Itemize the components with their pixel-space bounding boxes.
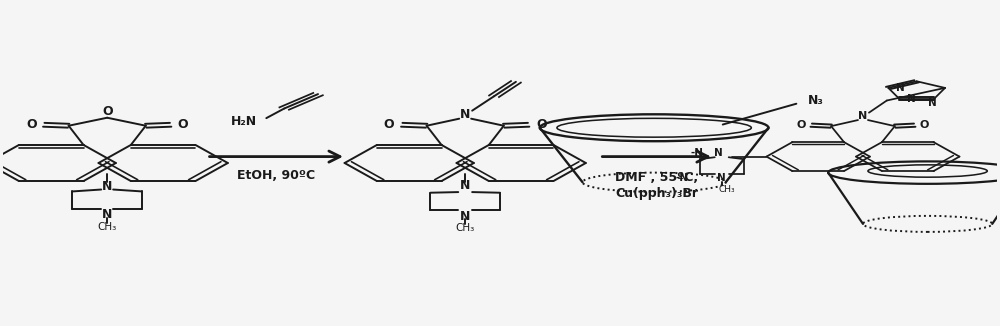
Text: -N: -N [675, 173, 688, 184]
Text: CH₃: CH₃ [456, 223, 475, 233]
Text: N: N [460, 108, 470, 121]
Text: N: N [460, 179, 470, 192]
Text: N: N [714, 148, 723, 158]
Text: DMF , 55ºC,: DMF , 55ºC, [615, 171, 698, 184]
Text: N: N [928, 97, 937, 108]
Text: N: N [102, 208, 112, 221]
Text: EtOH, 90ºC: EtOH, 90ºC [237, 169, 315, 182]
Text: O: O [536, 118, 547, 131]
Text: N₃: N₃ [808, 94, 824, 107]
Text: CH₃: CH₃ [98, 222, 117, 232]
Text: N: N [460, 210, 470, 223]
Text: N: N [717, 173, 726, 184]
Text: N: N [896, 83, 905, 93]
Text: Cu(pph₃)₃Br: Cu(pph₃)₃Br [615, 187, 698, 200]
Text: N: N [858, 111, 868, 121]
Text: O: O [102, 105, 113, 118]
Text: N: N [102, 180, 112, 193]
Text: -N: -N [690, 148, 703, 158]
Text: CH₃: CH₃ [718, 185, 735, 194]
Text: O: O [920, 120, 929, 130]
Text: O: O [27, 118, 37, 131]
Text: O: O [384, 118, 394, 131]
Text: O: O [177, 118, 188, 131]
Text: N: N [907, 94, 915, 104]
Text: H₂N: H₂N [231, 115, 257, 128]
Text: O: O [797, 120, 806, 130]
